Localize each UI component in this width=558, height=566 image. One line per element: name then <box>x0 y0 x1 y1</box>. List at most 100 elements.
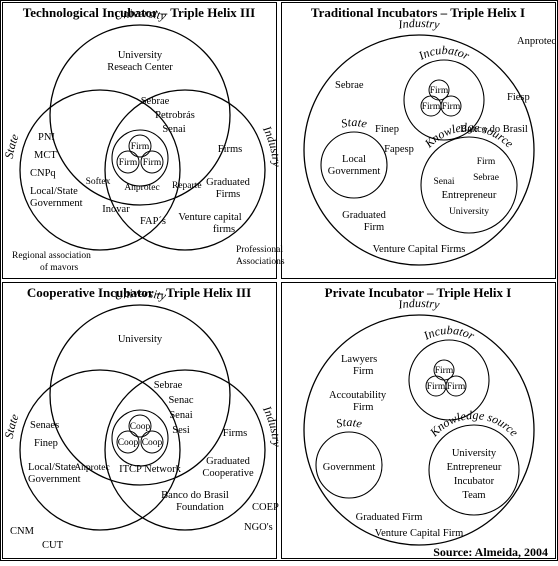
label: Firms <box>216 189 241 200</box>
label: CNPq <box>30 168 56 179</box>
svg-text:State: State <box>340 115 370 131</box>
label: MCT <box>34 150 57 161</box>
firm-label: Firm <box>447 382 466 392</box>
label: University <box>118 50 163 61</box>
label: Firm <box>477 157 496 167</box>
sub-circle <box>321 132 387 198</box>
svg-text:State: State <box>2 131 22 159</box>
svg-text:Knowledge source: Knowledge source <box>426 408 521 440</box>
outside-label: Professional <box>236 244 283 255</box>
svg-text:State: State <box>2 411 22 439</box>
label: Local/State <box>28 462 76 473</box>
label: Sesi <box>172 425 190 436</box>
label: Fiesp <box>507 92 530 103</box>
label: Softex <box>86 176 111 187</box>
label: Banco do Brasil <box>161 490 229 501</box>
panel-priv: Private Incubator – Triple Helix IIndust… <box>282 283 556 559</box>
label: Venture Capital Firm <box>375 528 464 539</box>
label: Senai <box>433 177 454 187</box>
firm-label: Firm <box>131 142 150 152</box>
label: Banco do Brasil <box>460 124 528 135</box>
label: Senai <box>162 124 185 135</box>
label: Petrobrás <box>155 110 195 121</box>
sub-circle <box>409 340 489 420</box>
label: Sebrae <box>141 96 170 107</box>
firm-label: Firm <box>430 86 449 96</box>
firm-label: Firm <box>442 102 461 112</box>
label: firms <box>213 224 235 235</box>
label: Fapesp <box>384 144 414 155</box>
label: Anprotec <box>74 463 109 473</box>
label: Finep <box>34 438 58 449</box>
label: Graduated <box>342 210 386 221</box>
firm-label: Firm <box>435 366 454 376</box>
firm-label: Coop <box>118 438 139 448</box>
label: Team <box>462 490 485 501</box>
label: University <box>452 448 497 459</box>
label: Sebrae <box>154 380 183 391</box>
label: Senaes <box>30 420 59 431</box>
label: Sebrae <box>473 173 499 183</box>
firm-label: Coop <box>142 438 163 448</box>
label: Firms <box>223 428 248 439</box>
svg-text:Industry: Industry <box>260 123 284 168</box>
outside-label: CUT <box>42 540 64 551</box>
firm-label: Firm <box>143 158 162 168</box>
label: Firm <box>353 402 373 413</box>
label: Firms <box>218 144 243 155</box>
svg-text:Industry: Industry <box>396 16 441 32</box>
label: University <box>118 334 163 345</box>
firm-label: Firm <box>119 158 138 168</box>
label: Venture capital <box>178 212 241 223</box>
firm-label: Firm <box>422 102 441 112</box>
svg-text:Industry: Industry <box>396 296 441 312</box>
label: Government <box>328 166 381 177</box>
label: Incubator <box>454 476 495 487</box>
label: Venture Capital Firms <box>373 244 466 255</box>
svg-text:Industry: Industry <box>260 403 284 448</box>
label: Graduated Firm <box>356 512 423 523</box>
label: Inovar <box>102 204 130 215</box>
svg-text:University: University <box>113 6 168 23</box>
label: PNI <box>38 132 55 143</box>
label: Senai <box>169 410 192 421</box>
label: Reseach Center <box>107 62 173 73</box>
label: Graduated <box>206 177 250 188</box>
label: Anprotec <box>124 183 159 193</box>
label: Senac <box>168 395 193 406</box>
panel-trad: Traditional Incubators – Triple Helix II… <box>282 3 557 279</box>
triple-helix-diagram: Technological Incubator – Triple Helix I… <box>0 0 558 561</box>
venn-circle <box>20 370 180 530</box>
label: Accoutability <box>329 390 387 401</box>
label: Lawyers <box>341 354 377 365</box>
label: Local <box>342 154 366 165</box>
source-citation: Source: Almeida, 2004 <box>433 545 548 559</box>
outside-label: of mavors <box>40 262 79 273</box>
outside-label: NGO's <box>244 522 273 533</box>
outside-label: Anprotec <box>517 36 556 47</box>
label: FAP´s <box>140 216 166 227</box>
svg-text:State: State <box>335 415 365 431</box>
outside-label: COEP <box>252 502 279 513</box>
venn-circle <box>50 305 230 485</box>
label: Sebrae <box>335 80 364 91</box>
label: Cooperative <box>202 468 254 479</box>
label: Graduated <box>206 456 250 467</box>
outside-label: CNM <box>10 526 35 537</box>
label: ITCP Network <box>119 464 181 475</box>
firm-label: Firm <box>427 382 446 392</box>
label: Government <box>30 198 83 209</box>
panel-coop: Cooperative Incubator – Triple Helix III… <box>2 283 284 559</box>
label: Firm <box>364 222 384 233</box>
label: Reparte <box>172 181 202 191</box>
outside-label: Associations <box>236 257 285 267</box>
svg-text:University: University <box>113 286 168 303</box>
label: Government <box>323 462 376 473</box>
label: University <box>449 207 489 217</box>
outer-circle <box>304 35 534 265</box>
panel-tech: Technological Incubator – Triple Helix I… <box>2 3 285 279</box>
outside-label: Regional association <box>12 251 91 261</box>
label: Government <box>28 474 81 485</box>
label: Finep <box>375 124 399 135</box>
firm-label: Coop <box>130 422 151 432</box>
